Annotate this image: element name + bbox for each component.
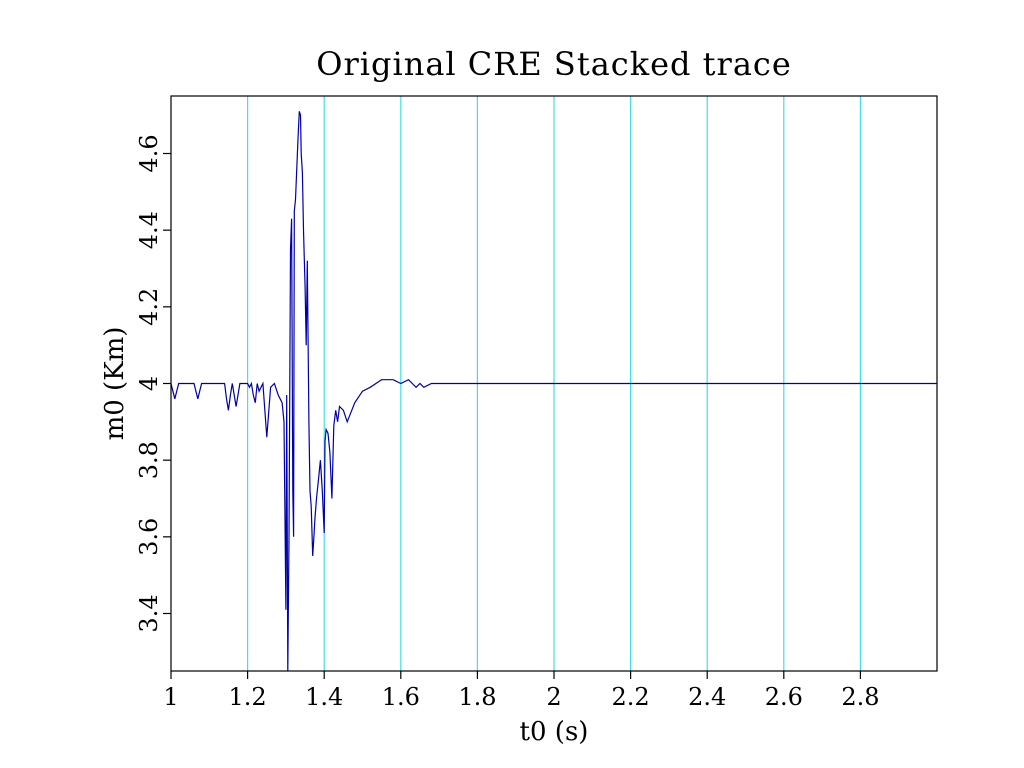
x-tick-label: 2.6 bbox=[765, 683, 803, 711]
x-tick-label: 2.4 bbox=[688, 683, 726, 711]
x-axis-label: t0 (s) bbox=[520, 717, 589, 747]
x-axis: 1 1.2 1.4 1.6 1.8 2 2.2 2.4 2.6 2.8 bbox=[163, 671, 879, 711]
plot-area bbox=[170, 111, 937, 672]
y-tick-label: 4 bbox=[135, 376, 163, 391]
x-tick-label: 2 bbox=[546, 683, 561, 711]
x-tick-label: 1.8 bbox=[458, 683, 496, 711]
y-tick-label: 4.4 bbox=[135, 211, 163, 249]
y-tick-label: 4.6 bbox=[135, 134, 163, 172]
y-axis-label: m0 (Km) bbox=[100, 327, 130, 441]
x-tick-label: 2.2 bbox=[612, 683, 650, 711]
y-tick-label: 3.6 bbox=[135, 518, 163, 556]
x-tick-label: 1.6 bbox=[382, 683, 420, 711]
x-tick-label: 1 bbox=[163, 683, 178, 711]
y-tick-label: 4.2 bbox=[135, 288, 163, 326]
y-tick-label: 3.4 bbox=[135, 594, 163, 632]
x-tick-label: 2.8 bbox=[841, 683, 879, 711]
x-tick-label: 1.4 bbox=[305, 683, 343, 711]
series-line bbox=[170, 111, 937, 672]
y-axis: 3.4 3.6 3.8 4 4.2 4.4 4.6 bbox=[135, 134, 171, 633]
y-tick-label: 3.8 bbox=[135, 441, 163, 479]
x-tick-label: 1.2 bbox=[229, 683, 267, 711]
chart-title: Original CRE Stacked trace bbox=[316, 45, 792, 83]
